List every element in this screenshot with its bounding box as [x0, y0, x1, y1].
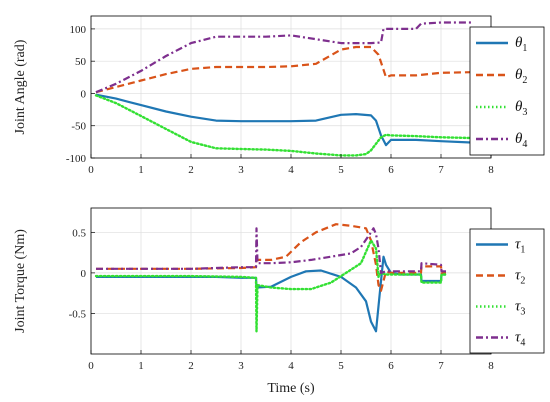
legend-symbol: τ [515, 237, 521, 253]
series-line-2 [95, 45, 472, 94]
legend-subscript: 4 [522, 139, 527, 150]
legend-symbol: θ [515, 67, 523, 83]
x-tick-label: 2 [188, 360, 194, 372]
torque-grid [90, 208, 492, 354]
x-tick-label: 7 [438, 360, 444, 372]
x-tick-label: 3 [238, 360, 244, 372]
x-tick-label: 3 [238, 164, 244, 176]
legend-subscript: 1 [520, 245, 525, 256]
legend-label-3: θ3 [515, 99, 527, 118]
x-tick-label: 2 [188, 164, 194, 176]
y-tick-label: 0 [81, 268, 87, 280]
legend-symbol: θ [515, 35, 523, 51]
x-tick-label: 1 [138, 360, 144, 372]
legend-label-3: τ3 [515, 299, 525, 318]
y-tick-label: -0.5 [69, 308, 87, 320]
y-tick-label: 0.5 [72, 227, 86, 239]
legend-symbol: τ [515, 299, 521, 315]
legend-symbol: θ [515, 131, 523, 147]
torque-series-lines [94, 223, 448, 333]
y-tick-label: 100 [70, 24, 87, 36]
x-tick-label: 6 [388, 360, 394, 372]
x-tick-label: 0 [88, 360, 94, 372]
legend-label-2: τ2 [515, 268, 525, 287]
x-tick-label: 4 [288, 164, 294, 176]
legend-subscript: 2 [522, 75, 527, 86]
legend-subscript: 3 [520, 307, 525, 318]
legend-subscript: 3 [522, 107, 527, 118]
x-tick-label: 6 [388, 164, 394, 176]
angle-ticks: 0 1 2 3 4 5 6 7 8 -100 -50 0 50 100 [66, 24, 494, 176]
x-tick-label: 8 [488, 360, 494, 372]
angle-y-axis-label: Joint Angle (rad) [13, 39, 28, 134]
angle-panel: 0 1 2 3 4 5 6 7 8 -100 -50 0 50 100 Joint Angle (rad)… [13, 15, 545, 176]
x-tick-label: 4 [288, 360, 294, 372]
legend-symbol: τ [515, 268, 521, 284]
legend-label-2: θ2 [515, 67, 527, 86]
torque-ticks: 0 1 2 3 4 5 6 7 8 -0.5 0 0.5 [69, 227, 495, 372]
torque-y-axis-label: Joint Torque (Nm) [13, 229, 28, 333]
legend-symbol: θ [515, 99, 523, 115]
legend-box [469, 26, 545, 156]
y-tick-label: -100 [66, 153, 87, 165]
x-tick-label: 7 [438, 164, 444, 176]
y-tick-label: -50 [71, 121, 86, 133]
legend-label-1: θ1 [515, 35, 527, 54]
legend-label-1: τ1 [515, 237, 525, 256]
x-tick-label: 8 [488, 164, 494, 176]
legend-subscript: 2 [520, 276, 525, 287]
torque-panel: 0 1 2 3 4 5 6 7 8 -0.5 0 0.5 Joint Torque (Nm) Time… [13, 207, 545, 396]
legend-subscript: 1 [522, 43, 527, 54]
x-tick-label: 1 [138, 164, 144, 176]
legend-label-4: τ4 [515, 330, 525, 349]
legend-box [469, 228, 545, 354]
y-tick-label: 0 [81, 88, 87, 100]
x-tick-label: 5 [338, 164, 344, 176]
series-line-1 [95, 93, 472, 147]
legend-subscript: 4 [520, 338, 525, 349]
x-tick-label: 5 [338, 360, 344, 372]
series-line-4 [95, 21, 471, 94]
x-tick-label: 0 [88, 164, 94, 176]
legend-label-4: θ4 [515, 131, 527, 150]
y-tick-label: 50 [75, 56, 87, 68]
legend-symbol: τ [515, 330, 521, 346]
series-line-4 [96, 227, 446, 274]
series-line-3 [94, 239, 448, 333]
time-x-axis-label: Time (s) [267, 381, 315, 396]
